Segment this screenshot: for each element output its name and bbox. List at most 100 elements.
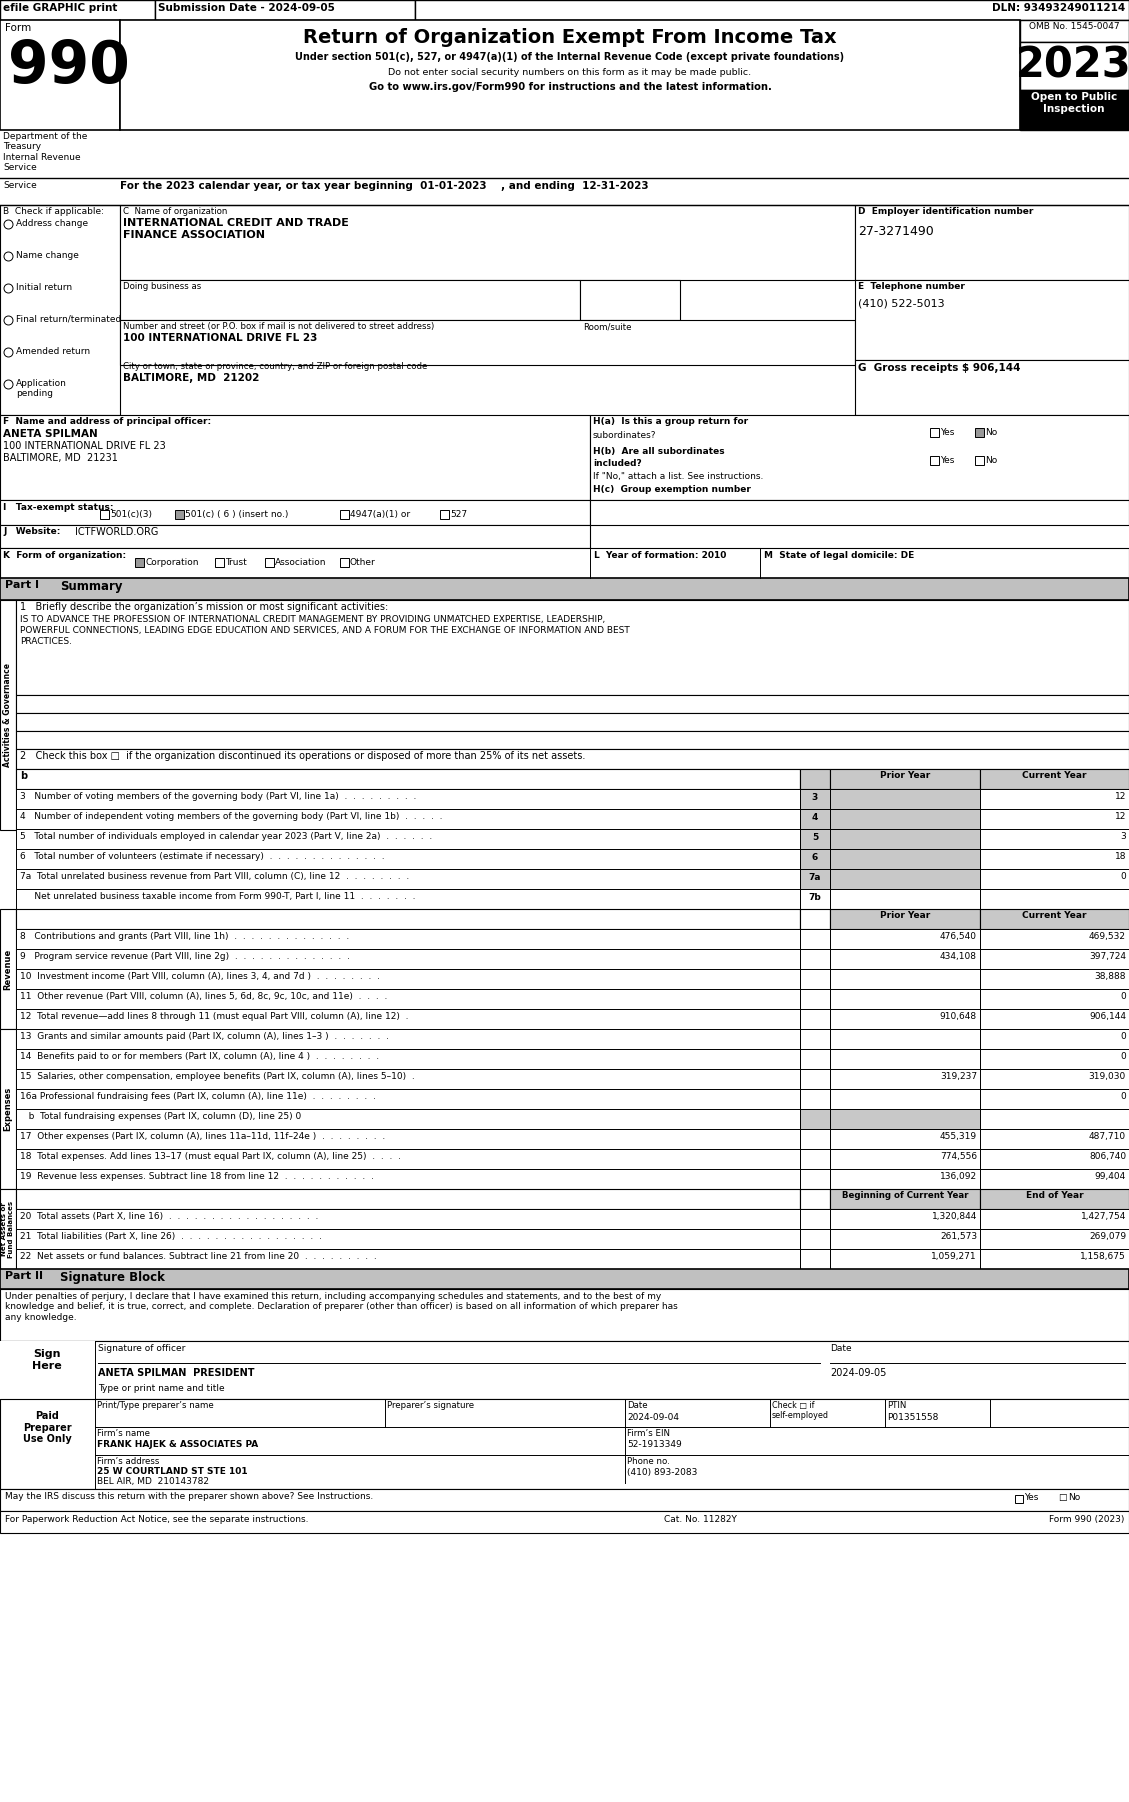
Text: No: No	[1068, 1494, 1080, 1503]
Bar	[16, 1088, 800, 1108]
Text: 27-3271490: 27-3271490	[858, 225, 934, 238]
Bar	[340, 559, 349, 568]
Text: End of Year: End of Year	[1025, 1191, 1084, 1200]
Text: Room/suite: Room/suite	[583, 323, 631, 332]
Bar	[800, 950, 830, 969]
Text: D  Employer identification number: D Employer identification number	[858, 207, 1033, 216]
Bar	[830, 1009, 980, 1029]
Bar	[16, 732, 1129, 750]
Text: 5: 5	[812, 833, 819, 842]
Text: Yes: Yes	[1024, 1494, 1039, 1503]
Bar	[800, 789, 830, 809]
Bar	[120, 321, 855, 366]
Text: Number and street (or P.O. box if mail is not delivered to street address): Number and street (or P.O. box if mail i…	[123, 323, 435, 332]
Text: 22  Net assets or fund balances. Subtract line 21 from line 20  .  .  .  .  .  .: 22 Net assets or fund balances. Subtract…	[20, 1252, 377, 1261]
Text: Expenses: Expenses	[3, 1087, 12, 1132]
Text: For Paperwork Reduction Act Notice, see the separate instructions.: For Paperwork Reduction Act Notice, see …	[5, 1515, 308, 1524]
Text: 17  Other expenses (Part IX, column (A), lines 11a–11d, 11f–24e )  .  .  .  .  .: 17 Other expenses (Part IX, column (A), …	[20, 1132, 385, 1141]
Text: ANETA SPILMAN  PRESIDENT: ANETA SPILMAN PRESIDENT	[98, 1368, 254, 1379]
Bar	[0, 499, 590, 524]
Text: 18  Total expenses. Add lines 13–17 (must equal Part IX, column (A), line 25)  .: 18 Total expenses. Add lines 13–17 (must…	[20, 1151, 401, 1160]
Bar	[16, 930, 800, 950]
Text: 990: 990	[8, 38, 130, 96]
Bar	[830, 1088, 980, 1108]
Text: 25 W COURTLAND ST STE 101: 25 W COURTLAND ST STE 101	[97, 1467, 247, 1476]
Text: May the IRS discuss this return with the preparer shown above? See Instructions.: May the IRS discuss this return with the…	[5, 1492, 374, 1501]
Bar	[980, 1189, 1129, 1209]
Bar	[855, 205, 1129, 279]
Text: Department of the
Treasury
Internal Revenue
Service: Department of the Treasury Internal Reve…	[3, 132, 87, 173]
Text: 0: 0	[1120, 1092, 1126, 1101]
Text: 14  Benefits paid to or for members (Part IX, column (A), line 4 )  .  .  .  .  : 14 Benefits paid to or for members (Part…	[20, 1052, 379, 1061]
Text: 1,320,844: 1,320,844	[931, 1213, 977, 1222]
Bar	[0, 1288, 1129, 1341]
Bar	[16, 1169, 800, 1189]
Text: If "No," attach a list. See instructions.: If "No," attach a list. See instructions…	[593, 472, 763, 481]
Text: 99,404: 99,404	[1095, 1171, 1126, 1180]
Bar	[0, 414, 590, 499]
Bar	[800, 1088, 830, 1108]
Text: Preparer’s signature: Preparer’s signature	[387, 1400, 474, 1409]
Bar	[120, 279, 580, 321]
Text: IS TO ADVANCE THE PROFESSION OF INTERNATIONAL CREDIT MANAGEMENT BY PROVIDING UNM: IS TO ADVANCE THE PROFESSION OF INTERNAT…	[20, 614, 605, 623]
Text: 100 INTERNATIONAL DRIVE FL 23: 100 INTERNATIONAL DRIVE FL 23	[123, 333, 317, 342]
Text: H(a)  Is this a group return for: H(a) Is this a group return for	[593, 416, 749, 425]
Bar	[16, 849, 800, 869]
Bar	[830, 1209, 980, 1229]
Text: (410) 893-2083: (410) 893-2083	[627, 1469, 698, 1478]
Bar	[100, 510, 110, 519]
Text: Phone no.: Phone no.	[627, 1458, 669, 1467]
Bar	[800, 769, 830, 789]
Text: Other: Other	[350, 559, 376, 568]
Bar	[16, 989, 800, 1009]
Text: 12  Total revenue—add lines 8 through 11 (must equal Part VIII, column (A), line: 12 Total revenue—add lines 8 through 11 …	[20, 1013, 409, 1022]
Bar	[800, 888, 830, 908]
Text: 2024-09-05: 2024-09-05	[830, 1368, 886, 1379]
Bar	[0, 524, 590, 548]
Bar	[830, 1229, 980, 1249]
Bar	[415, 0, 1129, 20]
Bar	[16, 1049, 800, 1069]
Bar	[800, 1009, 830, 1029]
Bar	[980, 1088, 1129, 1108]
Text: Association: Association	[275, 559, 326, 568]
Text: 3: 3	[812, 793, 819, 802]
Text: 11  Other revenue (Part VIII, column (A), lines 5, 6d, 8c, 9c, 10c, and 11e)  . : 11 Other revenue (Part VIII, column (A),…	[20, 991, 387, 1000]
Text: 0: 0	[1120, 872, 1126, 881]
Text: Under section 501(c), 527, or 4947(a)(1) of the Internal Revenue Code (except pr: Under section 501(c), 527, or 4947(a)(1)…	[296, 52, 844, 61]
Text: No: No	[984, 429, 997, 438]
Text: Firm’s EIN: Firm’s EIN	[627, 1429, 669, 1438]
Text: BEL AIR, MD  210143782: BEL AIR, MD 210143782	[97, 1478, 209, 1487]
Bar	[800, 908, 830, 930]
Text: 2   Check this box □  if the organization discontinued its operations or dispose: 2 Check this box □ if the organization d…	[20, 751, 585, 760]
Text: 397,724: 397,724	[1089, 951, 1126, 960]
Text: Beginning of Current Year: Beginning of Current Year	[842, 1191, 969, 1200]
Bar	[0, 578, 1129, 600]
Bar	[830, 1249, 980, 1269]
Bar	[830, 1049, 980, 1069]
Bar	[0, 205, 120, 414]
Bar	[800, 969, 830, 989]
Bar	[16, 600, 1129, 696]
Bar	[830, 849, 980, 869]
Text: Yes: Yes	[940, 429, 954, 438]
Bar	[830, 1150, 980, 1169]
Bar	[0, 20, 120, 130]
Bar	[1019, 41, 1129, 90]
Bar	[975, 429, 984, 438]
Bar	[120, 205, 855, 279]
Text: Paid
Preparer
Use Only: Paid Preparer Use Only	[23, 1411, 71, 1443]
Text: Go to www.irs.gov/Form990 for instructions and the latest information.: Go to www.irs.gov/Form990 for instructio…	[368, 83, 771, 92]
Text: 100 INTERNATIONAL DRIVE FL 23: 100 INTERNATIONAL DRIVE FL 23	[3, 441, 166, 450]
Bar	[830, 1130, 980, 1150]
Text: FINANCE ASSOCIATION: FINANCE ASSOCIATION	[123, 231, 265, 240]
Text: POWERFUL CONNECTIONS, LEADING EDGE EDUCATION AND SERVICES, AND A FORUM FOR THE E: POWERFUL CONNECTIONS, LEADING EDGE EDUCA…	[20, 625, 630, 634]
Bar	[800, 1150, 830, 1169]
Bar	[16, 789, 800, 809]
Bar	[16, 1189, 800, 1209]
Bar	[1015, 1496, 1023, 1503]
Bar	[16, 908, 800, 930]
Bar	[980, 1249, 1129, 1269]
Text: included?: included?	[593, 460, 641, 469]
Text: 3: 3	[1120, 833, 1126, 842]
